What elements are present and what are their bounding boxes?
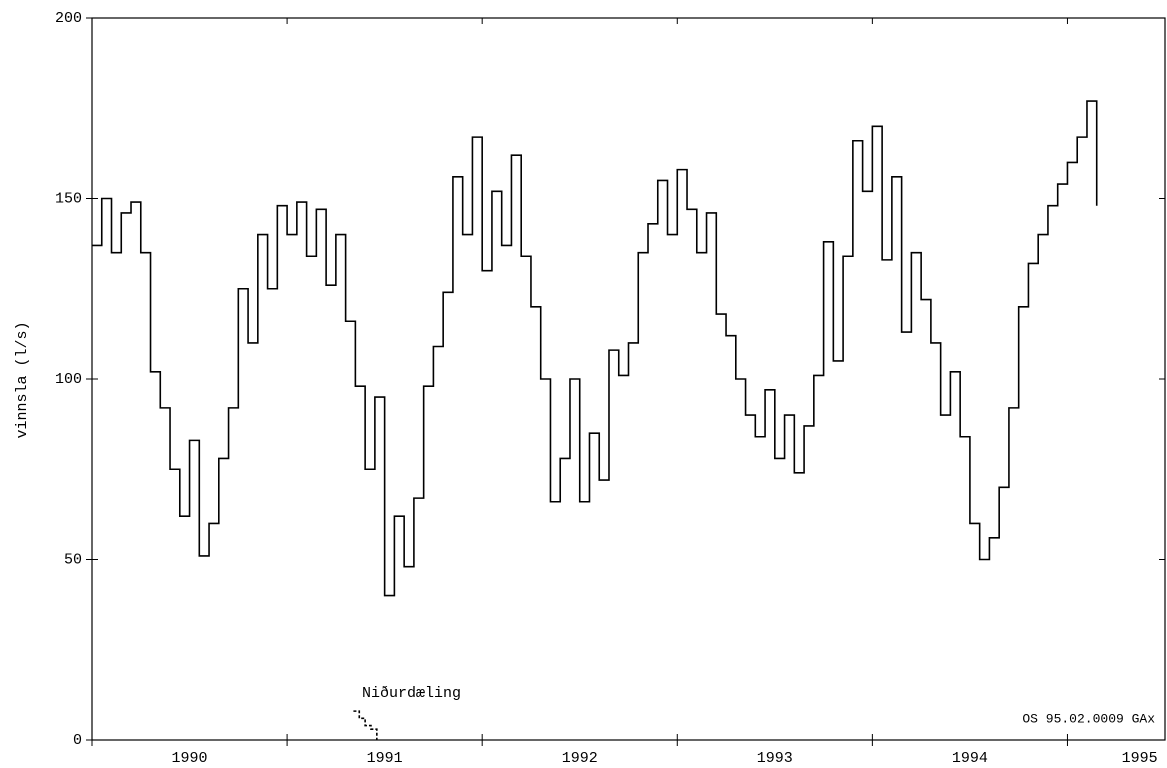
y-tick-label: 50: [64, 551, 82, 568]
y-tick-label: 0: [73, 732, 82, 749]
y-axis-label: vinnsla (l/s): [14, 321, 31, 438]
y-tick-label: 100: [55, 371, 82, 388]
x-tick-label: 1995: [1122, 750, 1158, 767]
x-tick-label: 1994: [952, 750, 988, 767]
x-tick-label: 1992: [562, 750, 598, 767]
x-tick-label: 1990: [172, 750, 208, 767]
step-line: [353, 710, 378, 740]
x-tick-label: 1991: [367, 750, 403, 767]
annotation: OS 95.02.0009 GAx: [1022, 711, 1155, 726]
annotation: Niðurdæling: [362, 685, 461, 702]
x-tick-label: 1993: [757, 750, 793, 767]
step-line: [92, 100, 1098, 597]
y-tick-label: 150: [55, 190, 82, 207]
y-tick-label: 200: [55, 10, 82, 27]
plot-frame: [91, 17, 1166, 741]
